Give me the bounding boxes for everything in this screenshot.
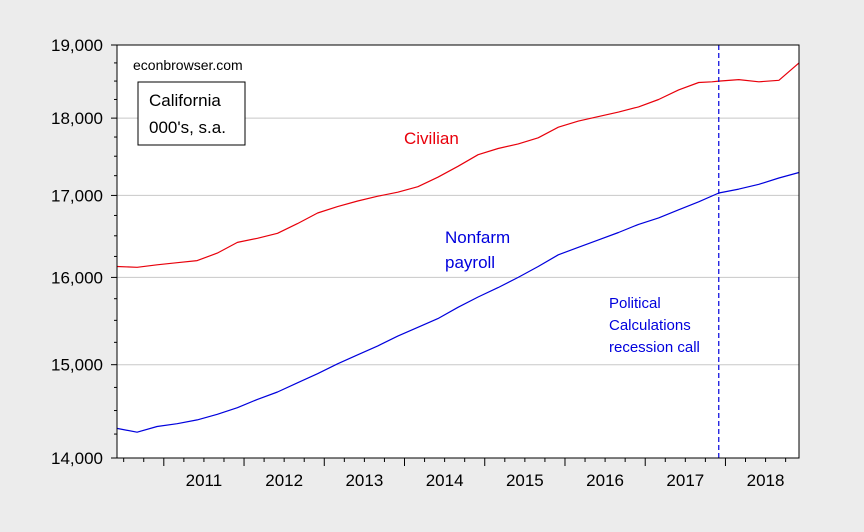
y-tick-label: 16,000: [51, 268, 103, 287]
civilian-series-label: Civilian: [404, 129, 459, 148]
plot-border: [116, 44, 800, 459]
y-tick-label: 18,000: [51, 109, 103, 128]
y-tick-label: 15,000: [51, 356, 103, 375]
x-tick-label: 2018: [747, 471, 785, 490]
x-tick-label: 2012: [265, 471, 303, 490]
y-tick-label: 14,000: [51, 449, 103, 468]
legend-box: California 000's, s.a.: [137, 81, 246, 146]
legend-box-line1: California: [149, 91, 221, 110]
x-tick-label: 2015: [506, 471, 544, 490]
y-axis-tick-labels: 14,000 15,000 16,000 17,000 18,000 19,000: [51, 36, 103, 468]
recession-annotation-line2: Calculations: [609, 317, 691, 334]
x-tick-label: 2016: [586, 471, 624, 490]
x-tick-label: 2013: [345, 471, 383, 490]
legend-box-frame: [137, 81, 246, 146]
nonfarm-series-label-line2: payroll: [445, 253, 495, 272]
recession-annotation-line3: recession call: [609, 339, 700, 356]
watermark: econbrowser.com: [133, 57, 243, 73]
y-tick-label: 17,000: [51, 186, 103, 205]
civilian-series-line: [116, 62, 800, 268]
axis-ticks: [111, 44, 787, 466]
x-axis-tick-labels: 2011 2012 2013 2014 2015 2016 2017 2018: [186, 471, 785, 490]
nonfarm-series-line: [116, 171, 800, 433]
x-tick-label: 2017: [666, 471, 704, 490]
recession-annotation-line1: Political: [609, 295, 661, 312]
y-tick-label: 19,000: [51, 36, 103, 55]
legend-box-line2: 000's, s.a.: [149, 118, 226, 137]
nonfarm-series-label-line1: Nonfarm: [445, 228, 510, 247]
x-tick-label: 2014: [426, 471, 464, 490]
x-tick-label: 2011: [186, 471, 223, 490]
series-layer: [116, 62, 800, 433]
